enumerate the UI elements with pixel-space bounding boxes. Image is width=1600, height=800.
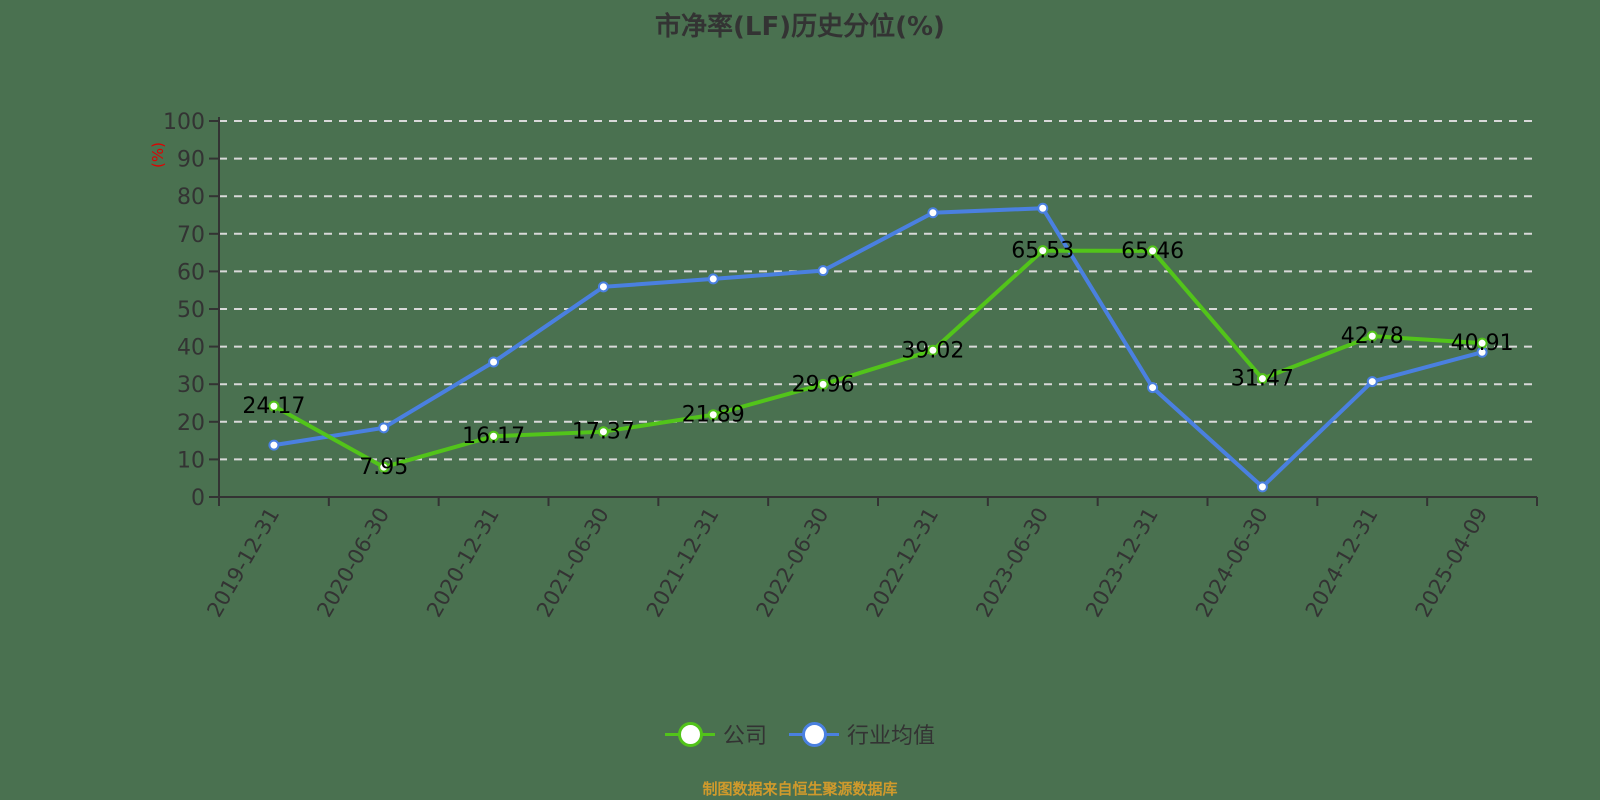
data-point[interactable] (378, 461, 390, 473)
data-label: 24.17 (242, 394, 305, 419)
data-point[interactable] (268, 400, 280, 412)
data-point[interactable] (1476, 337, 1488, 349)
y-tick-label: 20 (177, 411, 205, 436)
legend: 公司 行业均值 (0, 718, 1600, 750)
x-tick-label: 2024-06-30 (1191, 504, 1273, 622)
y-tick-label: 90 (177, 148, 205, 173)
data-point[interactable] (1037, 202, 1049, 214)
data-label: 31.47 (1231, 367, 1294, 392)
series-lines (268, 202, 1488, 493)
y-tick-label: 80 (177, 185, 205, 210)
data-point[interactable] (1037, 245, 1049, 257)
x-tick-label: 2025-04-09 (1411, 504, 1493, 622)
data-label: 42.78 (1341, 324, 1404, 349)
data-point[interactable] (1366, 376, 1378, 388)
x-tick-label: 2019-12-31 (202, 504, 284, 622)
data-label: 40.91 (1451, 331, 1514, 356)
legend-label-industry-average: 行业均值 (847, 724, 936, 749)
data-point[interactable] (1147, 382, 1159, 394)
x-axis: 2019-12-31 2020-06-30 2020-12-31 2021-06-30… (202, 496, 1538, 622)
company-line (272, 248, 1483, 470)
industry-series-marker-icon (789, 722, 839, 747)
chart-title: 市净率(LF)历史分位(%) (655, 12, 945, 42)
data-point[interactable] (597, 281, 609, 293)
data-point[interactable] (597, 426, 609, 438)
x-tick-label: 2021-06-30 (532, 504, 614, 622)
data-label: 16.17 (462, 424, 525, 449)
company-series-marker-icon (664, 722, 715, 747)
legend-item-industry-average[interactable]: 行业均值 (789, 718, 935, 750)
data-point[interactable] (268, 439, 280, 451)
y-tick-label: 30 (177, 373, 205, 398)
x-tick-label: 2023-06-30 (971, 504, 1053, 622)
data-point[interactable] (927, 344, 939, 356)
grid-lines (219, 120, 1537, 461)
data-label: 29.96 (792, 372, 855, 397)
y-tick-label: 0 (191, 486, 205, 511)
legend-item-company[interactable]: 公司 (664, 718, 767, 750)
data-point[interactable] (488, 356, 500, 368)
y-tick-label: 60 (177, 260, 205, 285)
legend-label-company: 公司 (722, 724, 767, 749)
data-label: 17.37 (572, 420, 635, 445)
x-tick-label: 2021-12-31 (642, 504, 724, 622)
y-tick-label: 70 (177, 223, 205, 248)
data-point[interactable] (488, 430, 500, 442)
y-tick-label: 10 (177, 448, 205, 473)
y-axis: 0 10 20 30 40 50 60 70 80 90 100 (163, 110, 220, 511)
data-point[interactable] (707, 273, 719, 285)
x-tick-label: 2022-12-31 (861, 504, 943, 622)
data-point[interactable] (1256, 373, 1268, 385)
data-label: 65.53 (1011, 239, 1074, 264)
y-axis-unit-label: (%) (149, 142, 167, 168)
x-tick-label: 2024-12-31 (1301, 504, 1383, 622)
data-point[interactable] (817, 378, 829, 390)
y-tick-label: 100 (163, 110, 205, 135)
data-point[interactable] (378, 422, 390, 434)
industry-average-line (273, 206, 1483, 489)
data-point[interactable] (927, 207, 939, 219)
data-point[interactable] (707, 409, 719, 421)
data-label: 21.89 (682, 403, 745, 428)
data-point[interactable] (817, 265, 829, 277)
y-tick-label: 50 (177, 298, 205, 323)
source-note: 制图数据来自恒生聚源数据库 (702, 780, 898, 798)
data-label: 39.02 (901, 338, 964, 363)
x-tick-label: 2020-12-31 (422, 504, 504, 622)
x-tick-label: 2023-12-31 (1081, 504, 1163, 622)
data-point[interactable] (1366, 330, 1378, 342)
data-point[interactable] (1256, 481, 1268, 493)
data-label: 7.95 (359, 455, 408, 480)
data-labels: 24.17 7.95 16.17 17.37 21.89 29.96 39.02 65.53 6… (242, 239, 1513, 481)
y-tick-label: 40 (177, 336, 205, 361)
x-tick-label: 2022-06-30 (752, 504, 834, 622)
data-point[interactable] (1147, 245, 1159, 257)
data-label: 65.46 (1121, 239, 1184, 264)
x-tick-label: 2020-06-30 (312, 504, 394, 622)
